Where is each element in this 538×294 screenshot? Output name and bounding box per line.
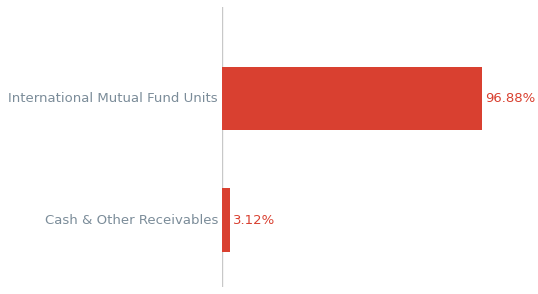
Bar — [222, 188, 230, 252]
Text: 96.88%: 96.88% — [485, 92, 535, 105]
Bar — [222, 67, 483, 130]
Text: 3.12%: 3.12% — [233, 213, 275, 227]
Text: International Mutual Fund Units: International Mutual Fund Units — [9, 92, 218, 105]
Text: Cash & Other Receivables: Cash & Other Receivables — [45, 213, 218, 227]
